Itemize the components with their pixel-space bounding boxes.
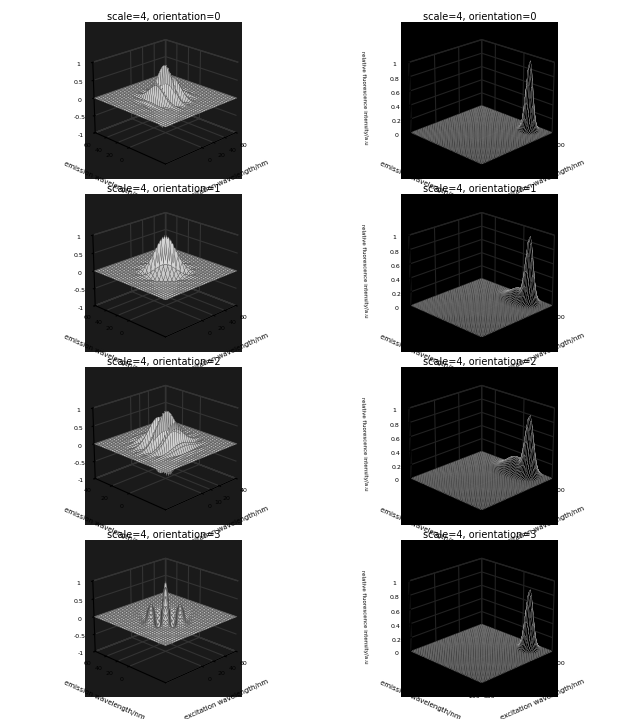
- X-axis label: excitation wavelength/nm: excitation wavelength/nm: [184, 505, 269, 548]
- Y-axis label: emission wavelength/nm: emission wavelength/nm: [379, 506, 462, 547]
- Title: scale=4, orientation=3: scale=4, orientation=3: [423, 530, 536, 540]
- Y-axis label: emission wavelength/nm: emission wavelength/nm: [379, 160, 462, 201]
- X-axis label: excitation wavelength/nm: excitation wavelength/nm: [184, 332, 269, 375]
- X-axis label: excitation wavelength/nm: excitation wavelength/nm: [184, 678, 269, 719]
- Y-axis label: emission wavelength/nm: emission wavelength/nm: [63, 679, 146, 719]
- Title: scale=4, orientation=3: scale=4, orientation=3: [107, 530, 220, 540]
- Y-axis label: emission wavelength/nm: emission wavelength/nm: [63, 506, 146, 547]
- Y-axis label: emission wavelength/nm: emission wavelength/nm: [379, 679, 462, 719]
- X-axis label: excitation wavelength/nm: excitation wavelength/nm: [500, 678, 586, 719]
- X-axis label: excitation wavelength/nm: excitation wavelength/nm: [500, 332, 586, 375]
- X-axis label: excitation wavelength/nm: excitation wavelength/nm: [500, 505, 586, 548]
- Title: scale=4, orientation=2: scale=4, orientation=2: [422, 357, 536, 367]
- X-axis label: excitation wavelength/nm: excitation wavelength/nm: [184, 160, 269, 202]
- Y-axis label: emission wavelength/nm: emission wavelength/nm: [379, 333, 462, 375]
- Title: scale=4, orientation=1: scale=4, orientation=1: [423, 185, 536, 194]
- Title: scale=4, orientation=0: scale=4, orientation=0: [423, 12, 536, 22]
- Title: scale=4, orientation=1: scale=4, orientation=1: [107, 185, 220, 194]
- X-axis label: excitation wavelength/nm: excitation wavelength/nm: [500, 160, 586, 202]
- Y-axis label: emission wavelength/nm: emission wavelength/nm: [63, 160, 146, 201]
- Y-axis label: emission wavelength/nm: emission wavelength/nm: [63, 333, 146, 375]
- Title: scale=4, orientation=2: scale=4, orientation=2: [107, 357, 221, 367]
- Title: scale=4, orientation=0: scale=4, orientation=0: [107, 12, 220, 22]
